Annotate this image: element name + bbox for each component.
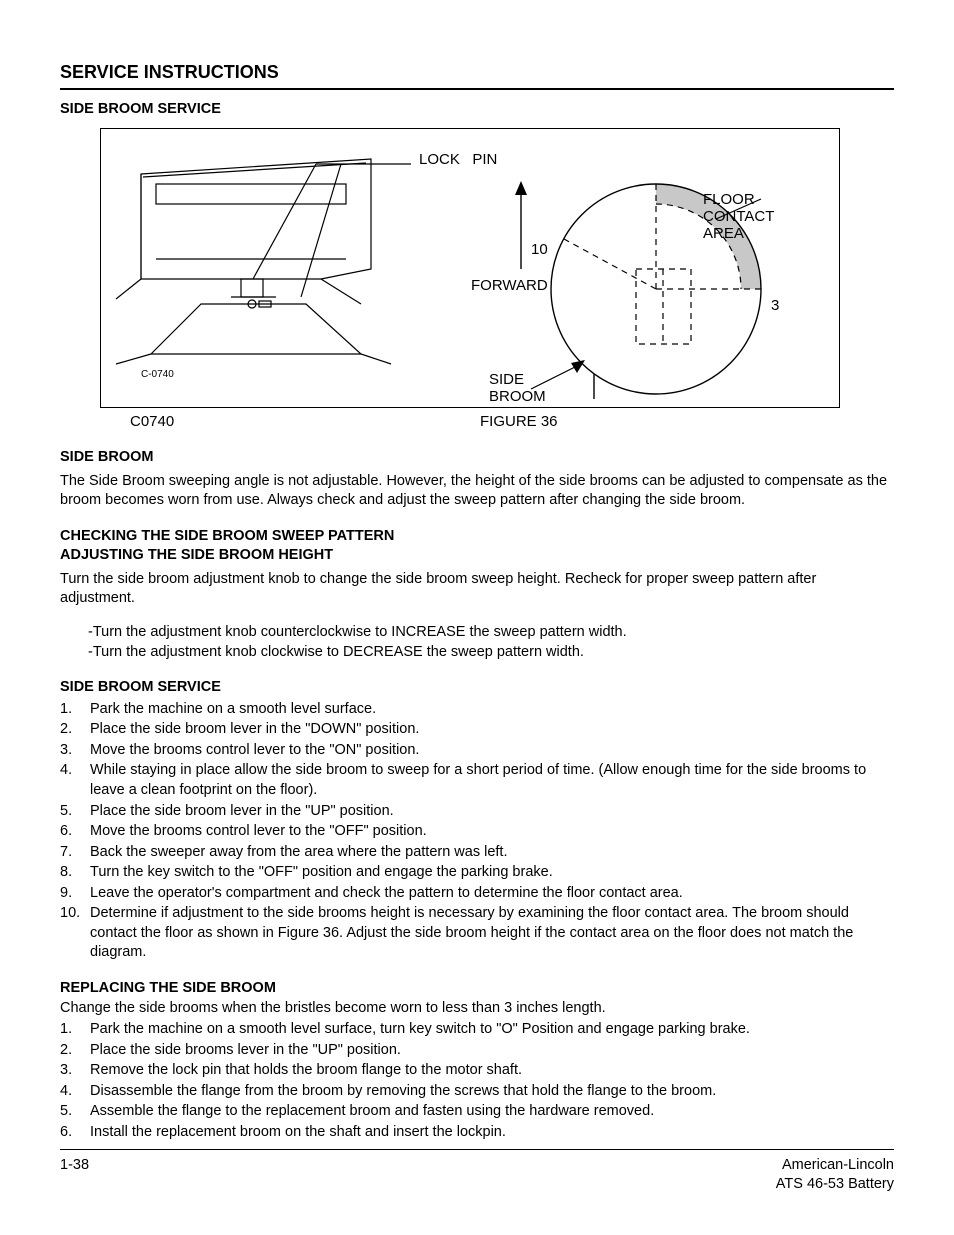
list-item: Back the sweeper away from the area wher… bbox=[60, 843, 894, 863]
head-side-broom: SIDE BROOM bbox=[60, 448, 894, 468]
footer-brand-line1: American-Lincoln bbox=[776, 1156, 894, 1176]
label-forward: FORWARD bbox=[471, 277, 548, 294]
list-item: Place the side brooms lever in the "UP" … bbox=[60, 1041, 894, 1061]
figure-caption-left: C0740 bbox=[100, 412, 470, 432]
figure-box: C-0740 bbox=[100, 128, 840, 408]
intro-replacing: Change the side brooms when the bristles… bbox=[60, 999, 894, 1019]
body-side-broom: The Side Broom sweeping angle is not adj… bbox=[60, 472, 894, 511]
list-item: Leave the operator's compartment and che… bbox=[60, 884, 894, 904]
footer-brand: American-Lincoln ATS 46-53 Battery bbox=[776, 1156, 894, 1195]
part-number-text: C-0740 bbox=[141, 369, 174, 380]
label-side-broom: SIDE BROOM bbox=[489, 371, 546, 406]
service-steps: Park the machine on a smooth level surfa… bbox=[60, 700, 894, 963]
label-ten: 10 bbox=[531, 241, 548, 258]
list-item: Move the brooms control lever to the "ON… bbox=[60, 741, 894, 761]
head-service: SIDE BROOM SERVICE bbox=[60, 678, 894, 698]
label-three: 3 bbox=[771, 297, 779, 314]
figure-caption-right: FIGURE 36 bbox=[470, 412, 840, 432]
figure-caption: C0740 FIGURE 36 bbox=[100, 412, 840, 432]
figure-36: C-0740 bbox=[100, 128, 894, 432]
list-item: Place the side broom lever in the "UP" p… bbox=[60, 802, 894, 822]
section-side-broom: SIDE BROOM The Side Broom sweeping angle… bbox=[60, 448, 894, 511]
section-replacing: REPLACING THE SIDE BROOM Change the side… bbox=[60, 979, 894, 1143]
label-floor-contact: FLOOR CONTACT AREA bbox=[703, 191, 774, 243]
label-lock-pin: LOCK PIN bbox=[419, 151, 497, 168]
body-checking: Turn the side broom adjustment knob to c… bbox=[60, 570, 894, 609]
footer-brand-line2: ATS 46-53 Battery bbox=[776, 1175, 894, 1195]
bullet-ccw: -Turn the adjustment knob counterclockwi… bbox=[88, 623, 894, 643]
list-item: Turn the key switch to the "OFF" positio… bbox=[60, 863, 894, 883]
head-replacing: REPLACING THE SIDE BROOM bbox=[60, 979, 894, 999]
page-number: 1-38 bbox=[60, 1156, 89, 1195]
list-item: Park the machine on a smooth level surfa… bbox=[60, 1020, 894, 1040]
list-item: Move the brooms control lever to the "OF… bbox=[60, 822, 894, 842]
diagram-svg: C-0740 bbox=[101, 129, 841, 409]
page-title: SERVICE INSTRUCTIONS bbox=[60, 60, 894, 90]
list-item: Park the machine on a smooth level surfa… bbox=[60, 700, 894, 720]
list-item: Install the replacement broom on the sha… bbox=[60, 1123, 894, 1143]
replacing-steps: Park the machine on a smooth level surfa… bbox=[60, 1020, 894, 1142]
list-item: Place the side broom lever in the "DOWN"… bbox=[60, 720, 894, 740]
list-item: Disassemble the flange from the broom by… bbox=[60, 1082, 894, 1102]
section-service: SIDE BROOM SERVICE Park the machine on a… bbox=[60, 678, 894, 963]
head-checking-1: CHECKING THE SIDE BROOM SWEEP PATTERN bbox=[60, 527, 894, 547]
section-checking: CHECKING THE SIDE BROOM SWEEP PATTERN AD… bbox=[60, 527, 894, 662]
list-item: While staying in place allow the side br… bbox=[60, 761, 894, 800]
list-item: Assemble the flange to the replacement b… bbox=[60, 1102, 894, 1122]
page-footer: 1-38 American-Lincoln ATS 46-53 Battery bbox=[60, 1149, 894, 1195]
section-side-broom-service-top: SIDE BROOM SERVICE bbox=[60, 100, 894, 120]
list-item: Determine if adjustment to the side broo… bbox=[60, 904, 894, 963]
head-checking-2: ADJUSTING THE SIDE BROOM HEIGHT bbox=[60, 546, 894, 566]
list-item: Remove the lock pin that holds the broom… bbox=[60, 1061, 894, 1081]
bullet-cw: -Turn the adjustment knob clockwise to D… bbox=[88, 643, 894, 663]
